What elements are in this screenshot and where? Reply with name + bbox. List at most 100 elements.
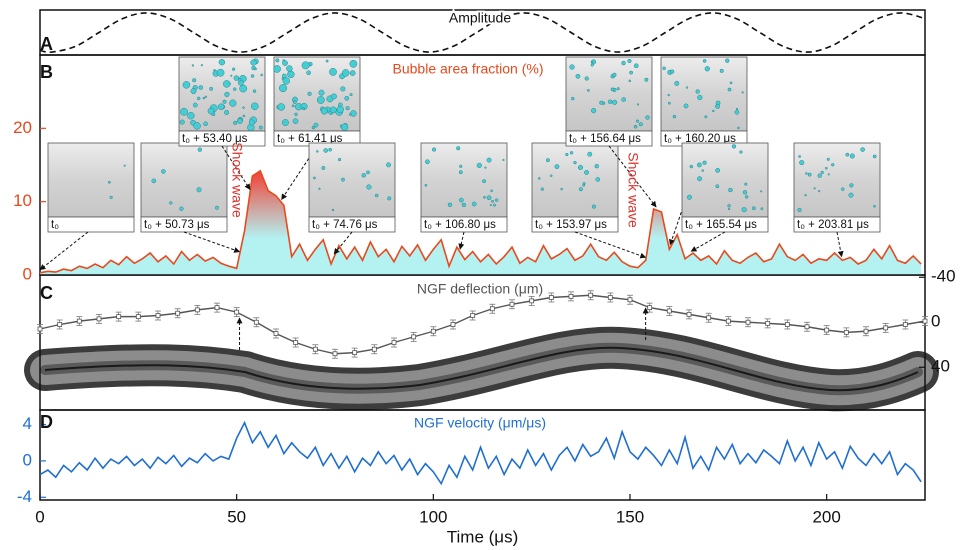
y-tick-label: 40 [931, 357, 950, 376]
bubble [456, 146, 461, 151]
inset-label: t₀ + 165.54 μs [685, 219, 757, 231]
y-tick-label: 0 [23, 264, 32, 283]
bubble [233, 120, 238, 125]
marker [116, 314, 122, 320]
bubble [200, 64, 203, 67]
y-tick-label: 0 [23, 450, 32, 469]
annotation: Shock wave [229, 142, 245, 218]
bubble [818, 190, 821, 193]
marker [489, 306, 495, 312]
marker [627, 297, 633, 303]
bubble [229, 99, 237, 107]
bubble [729, 81, 733, 85]
bubble [341, 177, 345, 182]
bubble [366, 184, 372, 190]
bubble [447, 202, 453, 207]
bubble [491, 199, 495, 203]
bubble [638, 122, 643, 127]
bubble [349, 93, 353, 97]
marker [686, 311, 692, 317]
bubble [311, 125, 316, 130]
marker [411, 334, 417, 340]
bubble [374, 193, 379, 198]
panel-letter: C [40, 283, 53, 303]
bubble [644, 77, 649, 82]
bubble [725, 58, 730, 63]
bubble [286, 65, 293, 72]
bubble [328, 147, 332, 152]
bubble [737, 126, 740, 130]
bubble [108, 180, 111, 184]
bubble [123, 164, 126, 167]
y-tick-label: 20 [13, 118, 32, 137]
bubble [318, 187, 321, 190]
bubble [587, 151, 593, 157]
bubble [689, 164, 694, 169]
marker [725, 318, 731, 324]
marker [902, 322, 908, 327]
bubble [820, 170, 824, 175]
bubble [307, 91, 312, 96]
bubble [683, 103, 689, 109]
bubble [760, 190, 763, 193]
marker [96, 316, 102, 322]
marker [588, 292, 594, 298]
inset: t₀ + 61.41 μs [273, 56, 361, 147]
bubble [546, 158, 550, 163]
bubble [254, 67, 257, 71]
panel-letter: B [40, 62, 53, 82]
bubble [742, 190, 748, 195]
bubble [281, 119, 289, 126]
bubble [366, 170, 370, 175]
bubble [591, 204, 596, 209]
inset-image [793, 142, 881, 218]
bubble [230, 74, 233, 77]
marker [843, 329, 849, 335]
data-line [39, 169, 922, 274]
bubble [207, 107, 215, 115]
bubble [502, 158, 505, 161]
inset-image [308, 142, 396, 218]
marker [37, 326, 43, 332]
bubble [686, 194, 692, 200]
bubble [248, 119, 255, 126]
bubble [387, 196, 392, 201]
inset-label: t₀ + 61.41 μs [277, 133, 343, 145]
inset-arrow [221, 145, 251, 191]
marker [293, 340, 299, 345]
inset-image [47, 142, 135, 218]
bubble [636, 119, 639, 123]
marker [922, 318, 928, 324]
marker [607, 295, 613, 300]
bubble [238, 78, 242, 82]
bubble [293, 100, 297, 104]
panel-frame [39, 409, 926, 501]
bubble [275, 58, 280, 63]
marker [312, 346, 318, 352]
bubble [345, 106, 350, 111]
bubble [273, 65, 281, 73]
bubble [252, 89, 257, 93]
bubble [741, 91, 744, 94]
bubble [482, 179, 486, 184]
bubble [218, 59, 225, 66]
bubble [715, 184, 720, 189]
bubble [849, 153, 855, 159]
bubble [751, 206, 756, 211]
marker [509, 301, 515, 307]
bubble [109, 195, 113, 199]
bubble [704, 115, 708, 119]
marker [234, 309, 240, 315]
bubble [805, 172, 808, 175]
marker [765, 320, 771, 326]
bubble [685, 86, 689, 89]
bubble [627, 58, 632, 63]
marker [883, 325, 889, 331]
bubble [483, 195, 486, 199]
bubble [279, 84, 287, 93]
bubble [841, 187, 845, 191]
bubble [538, 177, 541, 180]
bubble [432, 147, 437, 152]
inset-image [531, 142, 619, 218]
marker [647, 305, 653, 311]
